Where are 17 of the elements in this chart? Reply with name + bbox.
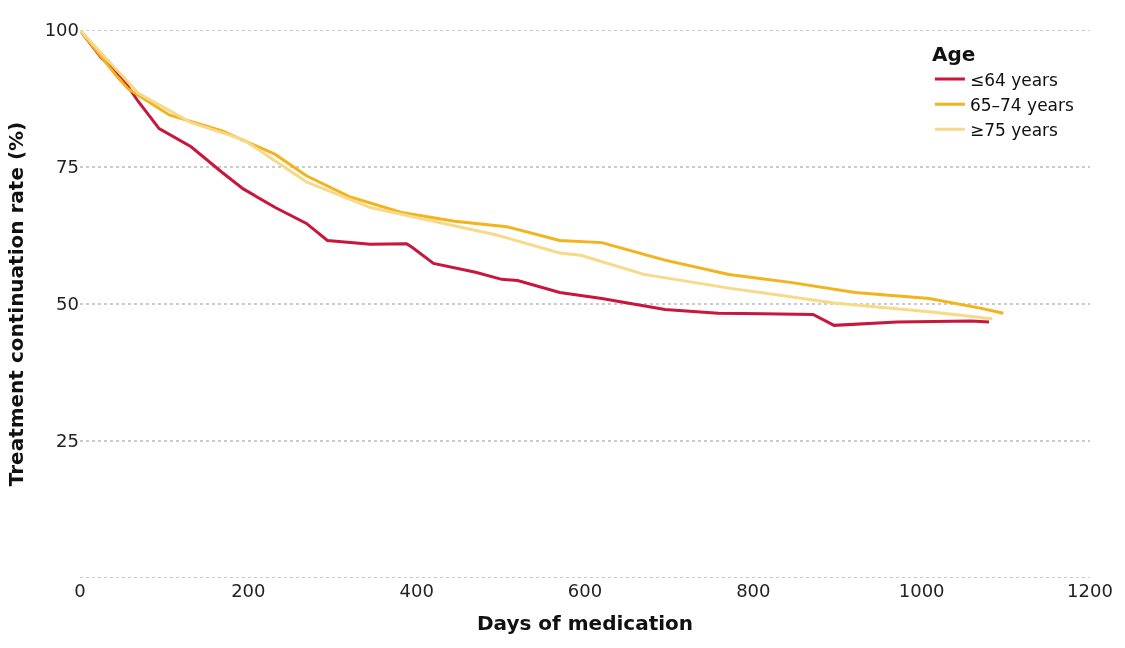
y-tick-label: 25: [56, 430, 79, 452]
x-tick-label: 1200: [1067, 580, 1113, 601]
legend-label: ≤64 years: [969, 69, 1059, 90]
legend-title: Age: [931, 42, 976, 67]
legend-label: 65–74 years: [969, 94, 1074, 115]
y-axis-title: Treatment continuation rate (%): [4, 121, 29, 487]
x-tick-label: 800: [736, 580, 771, 601]
x-axis-title: Days of medication: [476, 610, 694, 635]
y-tick-label: 50: [56, 293, 79, 315]
x-tick-label: 1000: [898, 580, 945, 601]
x-tick-label: 600: [567, 580, 603, 601]
legend-label: ≥75 years: [969, 119, 1059, 140]
x-tick-label: 0: [74, 580, 86, 601]
x-tick-label: 200: [231, 580, 266, 601]
y-tick-label: 75: [56, 156, 79, 178]
y-tick-label: 100: [44, 19, 79, 41]
x-tick-label: 400: [399, 580, 434, 601]
